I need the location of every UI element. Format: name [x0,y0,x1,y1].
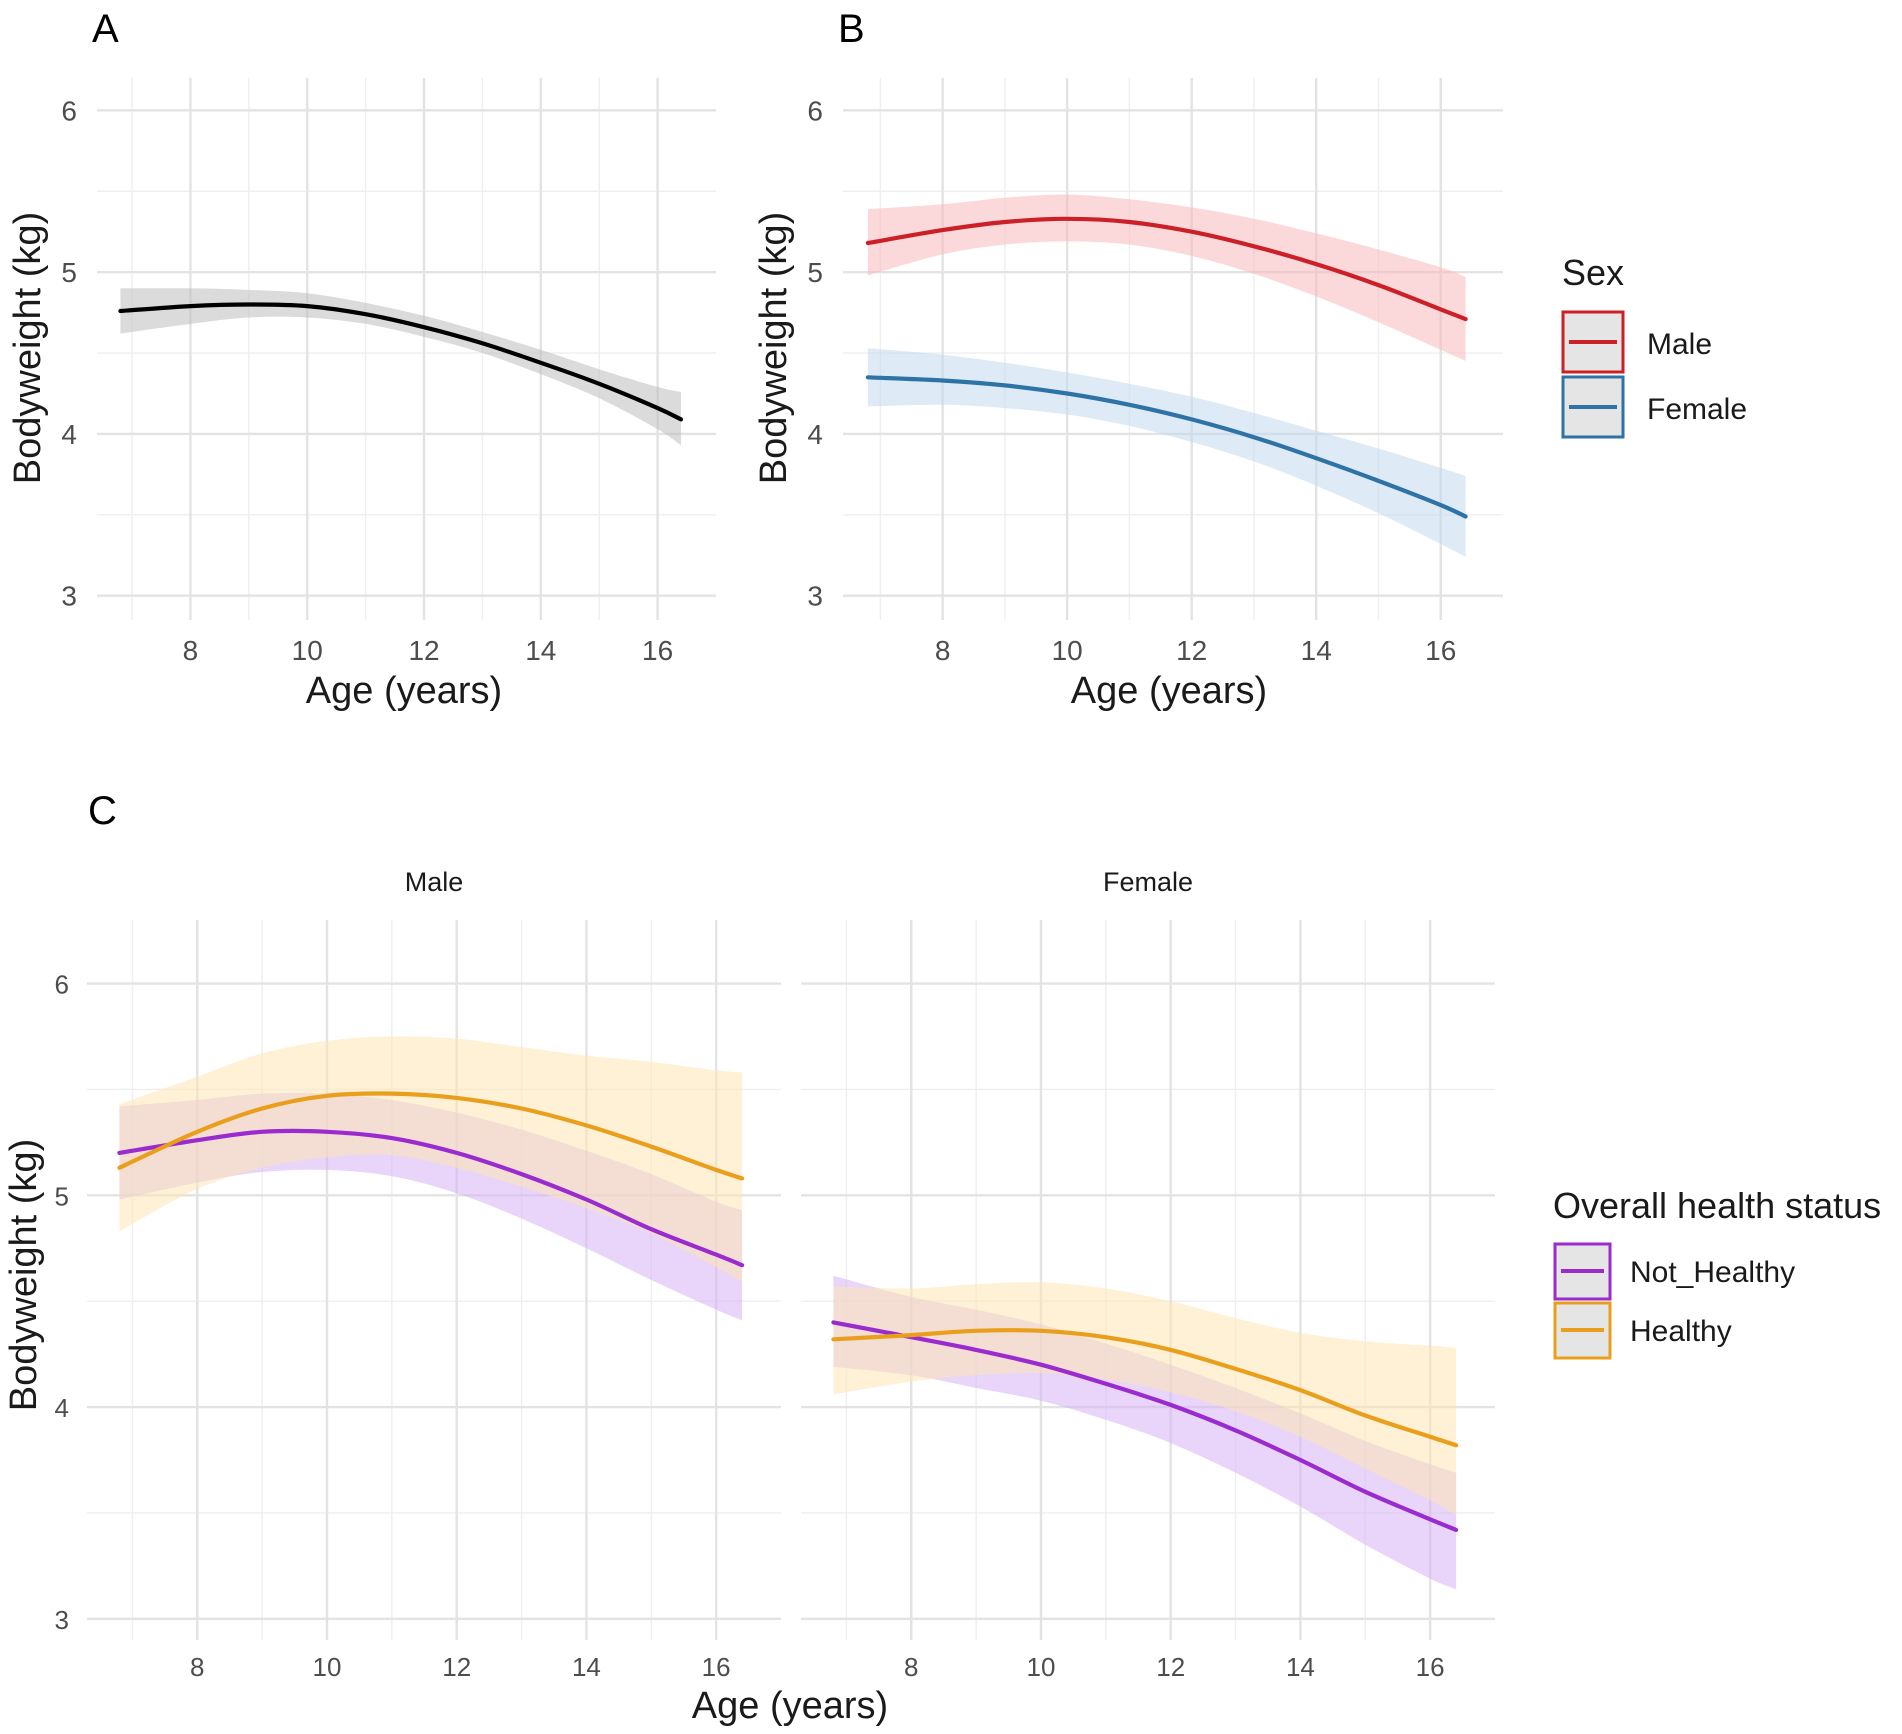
panel-b-x-tick-labels: 8 10 12 14 16 [935,635,1456,666]
panel-c-male-fit-lines [117,1091,745,1268]
x-tick-label: 12 [408,635,439,666]
panel-a-y-axis-title: Bodyweight (kg) [7,212,49,484]
x-tick-label: 8 [935,635,951,666]
legend-label-female: Female [1647,393,1747,426]
x-tick-label: 10 [292,635,323,666]
health-legend-title: Overall health status [1553,1185,1881,1226]
x-tick-label: 8 [190,1652,204,1682]
panel-a-x-axis-title: Age (years) [306,670,502,712]
panel-c-y-tick-labels: 3 4 5 6 [55,970,69,1635]
sex-legend: Sex Male Female [1561,252,1747,439]
x-tick-label: 8 [183,635,199,666]
health-status-legend: Overall health status Not_Healthy Health… [1553,1185,1881,1360]
panel-b-confidence-bands [867,194,1466,557]
x-tick-label: 12 [1176,635,1207,666]
confidence-band-male [867,194,1466,362]
panel-a-x-tick-labels: 8 10 12 14 16 [183,635,674,666]
legend-label-not-healthy: Not_Healthy [1630,1256,1795,1289]
fit-line-healthy [117,1091,745,1181]
panel-a-gridlines [97,78,716,620]
y-tick-label: 5 [61,257,77,288]
panel-c-female-x-tick-labels: 8 10 12 14 16 [904,1652,1445,1682]
x-tick-label: 14 [1301,635,1332,666]
legend-key-female [1561,375,1625,439]
x-tick-label: 16 [1416,1652,1445,1682]
panel-c-y-axis-title: Bodyweight (kg) [3,1139,45,1411]
panel-b-fit-lines [865,216,1468,519]
y-tick-label: 6 [61,95,77,126]
panel-a-y-tick-labels: 3 4 5 6 [61,95,77,611]
y-tick-label: 3 [61,581,77,612]
y-tick-label: 4 [807,419,823,450]
facet-strip-female: Female [1103,867,1193,897]
legend-label-healthy: Healthy [1630,1315,1732,1348]
y-tick-label: 6 [807,95,823,126]
legend-label-male: Male [1647,328,1712,361]
facet-strip-male: Male [405,867,464,897]
confidence-band-healthy [119,1036,743,1283]
y-tick-label: 5 [55,1181,69,1211]
x-tick-label: 12 [442,1652,471,1682]
y-tick-label: 6 [55,970,69,1000]
panel-c-male-x-tick-labels: 8 10 12 14 16 [190,1652,731,1682]
x-tick-label: 12 [1156,1652,1185,1682]
x-tick-label: 10 [1052,635,1083,666]
fit-line-female [865,375,1468,519]
y-tick-label: 3 [807,581,823,612]
panel-b-x-axis-title: Age (years) [1071,670,1267,712]
y-tick-label: 4 [55,1393,69,1423]
panel-a-label: A [92,7,119,51]
fit-line-not-healthy [831,1320,1459,1532]
y-tick-label: 5 [807,257,823,288]
y-tick-label: 3 [55,1605,69,1635]
x-tick-label: 14 [1286,1652,1315,1682]
legend-key-not-healthy [1553,1242,1612,1301]
panel-b: B 3 4 5 6 8 10 12 14 16 Age (years) Body… [753,7,1747,712]
x-tick-label: 16 [642,635,673,666]
panel-c-female-fit-lines [831,1320,1459,1532]
panel-c-male-confidence-bands [119,1036,743,1321]
panel-c-x-axis-title: Age (years) [692,1685,888,1727]
fit-line-male [865,216,1468,322]
panel-b-label: B [838,7,865,51]
x-tick-label: 8 [904,1652,918,1682]
sex-legend-title: Sex [1562,252,1624,293]
legend-key-male [1561,310,1625,374]
panel-a-confidence-bands [120,288,681,446]
confidence-band-healthy [833,1281,1457,1516]
y-tick-label: 4 [61,419,77,450]
confidence-band-overall [120,288,681,446]
fit-line-not-healthy [117,1128,745,1268]
fit-line-overall [118,302,684,422]
confidence-band-female [867,348,1466,557]
legend-key-healthy [1553,1301,1612,1360]
x-tick-label: 16 [702,1652,731,1682]
panel-b-gridlines [843,78,1503,620]
panel-a-fit-lines [118,302,684,422]
panel-c-female-confidence-bands [833,1275,1457,1590]
x-tick-label: 14 [572,1652,601,1682]
fit-line-healthy [831,1328,1459,1448]
panel-c: C Male Female 3 4 5 6 8 10 12 14 16 8 10… [3,789,1881,1727]
x-tick-label: 16 [1425,635,1456,666]
panel-b-y-axis-title: Bodyweight (kg) [753,212,795,484]
panel-b-y-tick-labels: 3 4 5 6 [807,95,823,611]
panel-c-label: C [88,789,117,833]
x-tick-label: 10 [1027,1652,1056,1682]
x-tick-label: 14 [525,635,556,666]
panel-a: A 3 4 5 6 8 10 12 14 16 Age (years) Body… [7,7,716,712]
x-tick-label: 10 [313,1652,342,1682]
